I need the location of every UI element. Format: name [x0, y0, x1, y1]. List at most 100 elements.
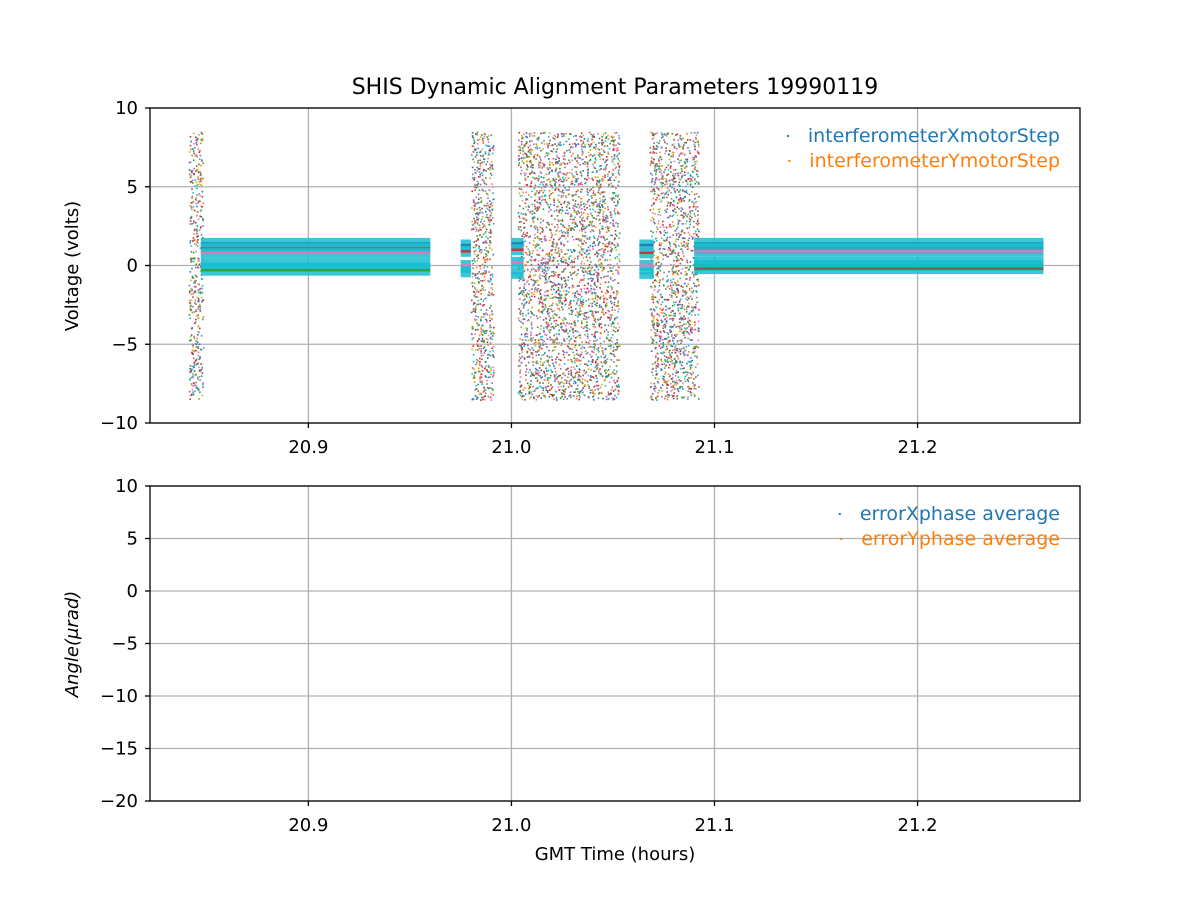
data-point — [674, 292, 676, 294]
data-point — [600, 316, 602, 319]
data-point — [587, 298, 590, 301]
data-point — [587, 368, 590, 370]
data-point — [538, 290, 541, 293]
data-point — [541, 181, 544, 184]
data-point — [570, 372, 572, 374]
data-point — [558, 171, 561, 174]
data-point — [556, 356, 558, 359]
data-point — [592, 391, 594, 393]
data-point — [581, 389, 584, 391]
data-point — [578, 136, 581, 138]
data-point — [661, 320, 664, 323]
data-point — [686, 327, 688, 329]
data-point — [490, 304, 492, 307]
data-point — [193, 209, 196, 212]
data-point — [596, 185, 599, 187]
data-point — [488, 223, 491, 226]
data-point — [476, 212, 479, 214]
data-point — [193, 167, 196, 170]
data-point — [200, 234, 203, 236]
data-point — [678, 255, 680, 257]
data-point — [656, 313, 659, 315]
data-point — [557, 324, 560, 326]
data-point — [541, 376, 544, 378]
data-point — [529, 275, 532, 278]
data-point — [681, 208, 684, 211]
data-point — [523, 287, 526, 290]
data-point — [583, 274, 585, 277]
data-point — [607, 324, 610, 327]
data-point — [601, 365, 604, 368]
data-point — [565, 173, 568, 176]
data-point — [571, 180, 574, 183]
data-point — [682, 352, 685, 355]
data-point — [547, 308, 549, 310]
data-point — [482, 339, 484, 341]
data-point — [586, 351, 589, 354]
data-point — [538, 198, 541, 201]
data-point — [193, 282, 195, 284]
data-point — [605, 336, 608, 339]
data-point — [615, 245, 618, 248]
data-point — [572, 351, 575, 354]
data-point — [536, 387, 539, 389]
data-point — [480, 172, 483, 174]
data-point — [579, 220, 581, 223]
data-point — [531, 347, 533, 349]
data-point — [698, 196, 700, 198]
data-point — [581, 341, 583, 343]
data-point — [200, 139, 203, 141]
data-point — [650, 186, 653, 188]
data-point — [575, 274, 578, 276]
data-point — [530, 186, 532, 188]
data-point — [552, 281, 554, 284]
data-point — [679, 339, 681, 342]
data-point — [681, 347, 683, 350]
data-point — [617, 322, 619, 325]
data-point — [555, 319, 558, 322]
data-point — [614, 213, 617, 215]
data-point — [685, 274, 688, 276]
data-point — [690, 377, 692, 379]
data-point — [482, 137, 484, 140]
data-point — [566, 262, 569, 265]
data-point — [666, 358, 669, 361]
data-point — [192, 277, 195, 279]
data-point — [517, 164, 520, 166]
data-point — [199, 307, 202, 310]
data-point — [587, 246, 590, 249]
data-point — [544, 333, 546, 336]
data-point — [471, 228, 473, 231]
data-point — [568, 380, 571, 382]
data-point — [191, 376, 193, 379]
data-point — [655, 370, 657, 372]
data-point — [557, 352, 560, 355]
data-point — [542, 319, 545, 321]
data-point — [604, 216, 607, 219]
data-point — [481, 288, 484, 290]
data-point — [595, 364, 598, 367]
data-point — [489, 229, 492, 231]
data-point — [488, 244, 491, 247]
data-point — [536, 376, 538, 379]
data-point — [535, 143, 537, 145]
data-point — [538, 309, 540, 311]
data-point — [582, 140, 584, 143]
data-point — [664, 240, 667, 242]
data-point — [678, 284, 680, 286]
data-point — [480, 328, 482, 330]
data-point — [596, 299, 599, 301]
data-point — [591, 293, 593, 296]
data-point — [526, 292, 529, 295]
data-point — [479, 151, 482, 153]
data-point — [610, 216, 613, 219]
data-point — [659, 269, 662, 272]
data-point — [517, 226, 520, 229]
data-point — [576, 371, 578, 373]
data-point — [543, 275, 546, 278]
data-point — [679, 197, 682, 200]
data-point — [593, 186, 595, 188]
data-point — [526, 333, 529, 335]
data-point — [582, 158, 584, 161]
data-point — [686, 244, 689, 247]
